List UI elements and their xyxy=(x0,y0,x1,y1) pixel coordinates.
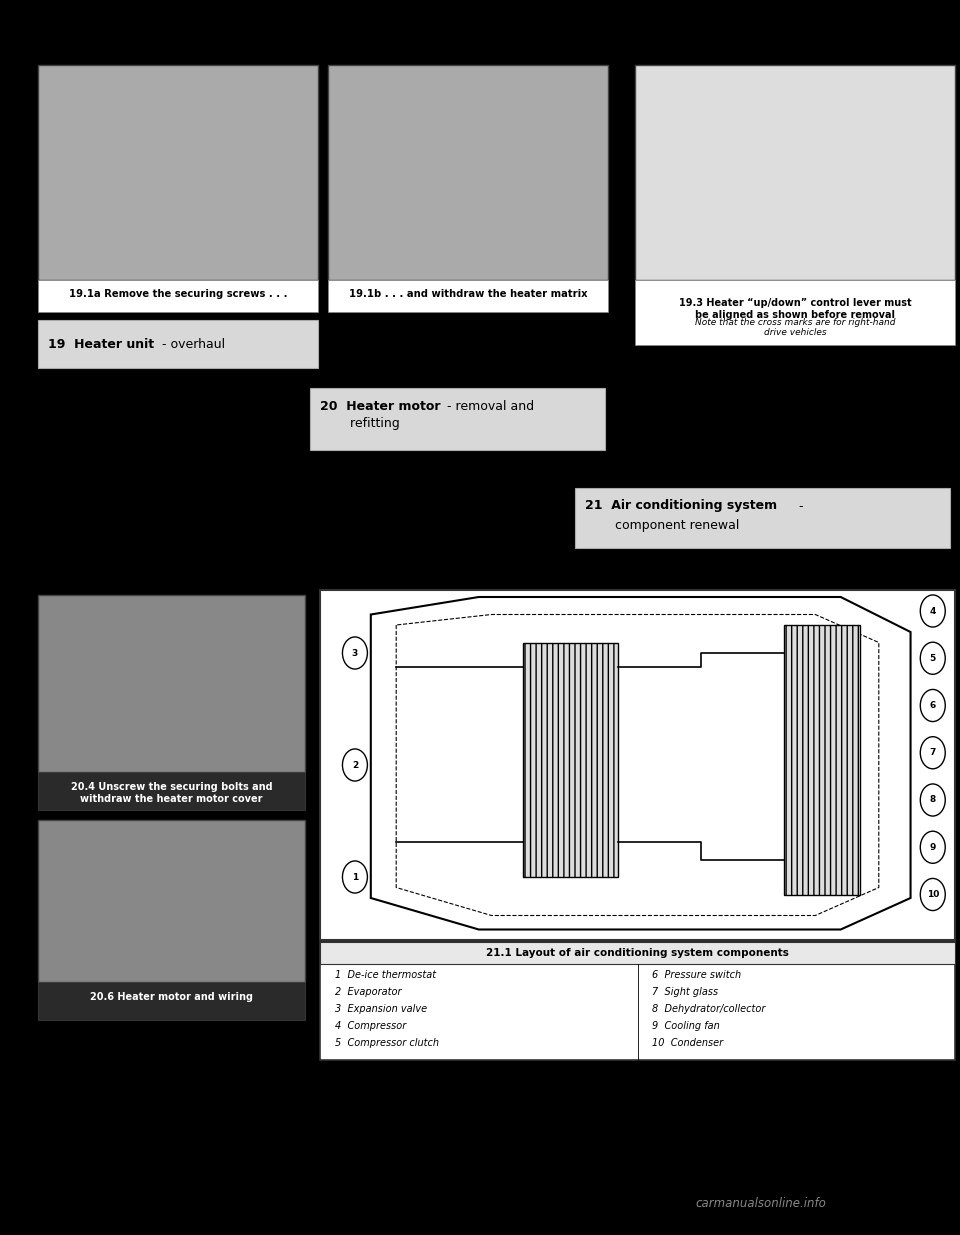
FancyBboxPatch shape xyxy=(320,590,955,940)
FancyBboxPatch shape xyxy=(320,942,955,965)
FancyBboxPatch shape xyxy=(38,65,318,280)
Text: 6: 6 xyxy=(929,701,936,710)
Circle shape xyxy=(921,689,946,721)
FancyBboxPatch shape xyxy=(38,280,318,312)
Text: component renewal: component renewal xyxy=(599,520,739,532)
Circle shape xyxy=(921,784,946,816)
Text: refitting: refitting xyxy=(334,417,399,431)
Circle shape xyxy=(921,737,946,769)
Text: 2  Evaporator: 2 Evaporator xyxy=(335,987,401,997)
Text: - overhaul: - overhaul xyxy=(158,337,226,351)
Text: 4  Compressor: 4 Compressor xyxy=(335,1021,406,1031)
Circle shape xyxy=(343,748,368,781)
Bar xyxy=(783,625,860,894)
Text: 21.1 Layout of air conditioning system components: 21.1 Layout of air conditioning system c… xyxy=(486,948,789,958)
FancyBboxPatch shape xyxy=(38,982,305,1020)
Text: 1  De-ice thermostat: 1 De-ice thermostat xyxy=(335,969,436,981)
Text: 19  Heater unit: 19 Heater unit xyxy=(48,337,155,351)
Text: 8  Dehydrator/collector: 8 Dehydrator/collector xyxy=(653,1004,766,1014)
FancyBboxPatch shape xyxy=(635,280,955,345)
Text: 8: 8 xyxy=(929,795,936,804)
Text: carmanualsonline.info: carmanualsonline.info xyxy=(695,1197,826,1210)
FancyBboxPatch shape xyxy=(635,65,955,280)
Text: 10  Condenser: 10 Condenser xyxy=(653,1037,724,1049)
Circle shape xyxy=(343,637,368,669)
Text: 5  Compressor clutch: 5 Compressor clutch xyxy=(335,1037,439,1049)
Text: - removal and: - removal and xyxy=(443,399,534,412)
Text: 3: 3 xyxy=(351,648,358,657)
FancyBboxPatch shape xyxy=(328,65,608,280)
Circle shape xyxy=(921,642,946,674)
Text: 1: 1 xyxy=(351,872,358,882)
Text: 7  Sight glass: 7 Sight glass xyxy=(653,987,719,997)
FancyBboxPatch shape xyxy=(38,320,318,368)
Text: 7: 7 xyxy=(929,748,936,757)
FancyBboxPatch shape xyxy=(310,388,605,450)
Text: 10: 10 xyxy=(926,890,939,899)
Text: -: - xyxy=(795,499,804,513)
FancyBboxPatch shape xyxy=(38,595,305,772)
Text: 3  Expansion valve: 3 Expansion valve xyxy=(335,1004,427,1014)
Text: 20  Heater motor: 20 Heater motor xyxy=(320,399,441,412)
Text: 9: 9 xyxy=(929,842,936,852)
Text: 19.1b . . . and withdraw the heater matrix: 19.1b . . . and withdraw the heater matr… xyxy=(348,289,588,299)
Text: 5: 5 xyxy=(929,653,936,663)
Text: 2: 2 xyxy=(351,761,358,769)
Text: 20.6 Heater motor and wiring: 20.6 Heater motor and wiring xyxy=(90,992,253,1002)
FancyBboxPatch shape xyxy=(38,772,305,810)
FancyBboxPatch shape xyxy=(328,280,608,312)
Text: 9  Cooling fan: 9 Cooling fan xyxy=(653,1021,720,1031)
FancyBboxPatch shape xyxy=(320,942,955,1060)
Text: 20.4 Unscrew the securing bolts and
withdraw the heater motor cover: 20.4 Unscrew the securing bolts and with… xyxy=(71,782,273,804)
Circle shape xyxy=(343,861,368,893)
Circle shape xyxy=(921,878,946,910)
Text: 19.3 Heater “up/down” control lever must
be aligned as shown before removal: 19.3 Heater “up/down” control lever must… xyxy=(679,298,911,320)
Text: 6  Pressure switch: 6 Pressure switch xyxy=(653,969,742,981)
Text: 4: 4 xyxy=(929,606,936,615)
Circle shape xyxy=(921,831,946,863)
Circle shape xyxy=(921,595,946,627)
Bar xyxy=(523,642,618,877)
Text: 21  Air conditioning system: 21 Air conditioning system xyxy=(585,499,778,513)
FancyBboxPatch shape xyxy=(38,820,305,982)
Text: Note that the cross marks are for right-hand
drive vehicles: Note that the cross marks are for right-… xyxy=(695,317,896,337)
FancyBboxPatch shape xyxy=(575,488,950,548)
Text: 19.1a Remove the securing screws . . .: 19.1a Remove the securing screws . . . xyxy=(69,289,287,299)
